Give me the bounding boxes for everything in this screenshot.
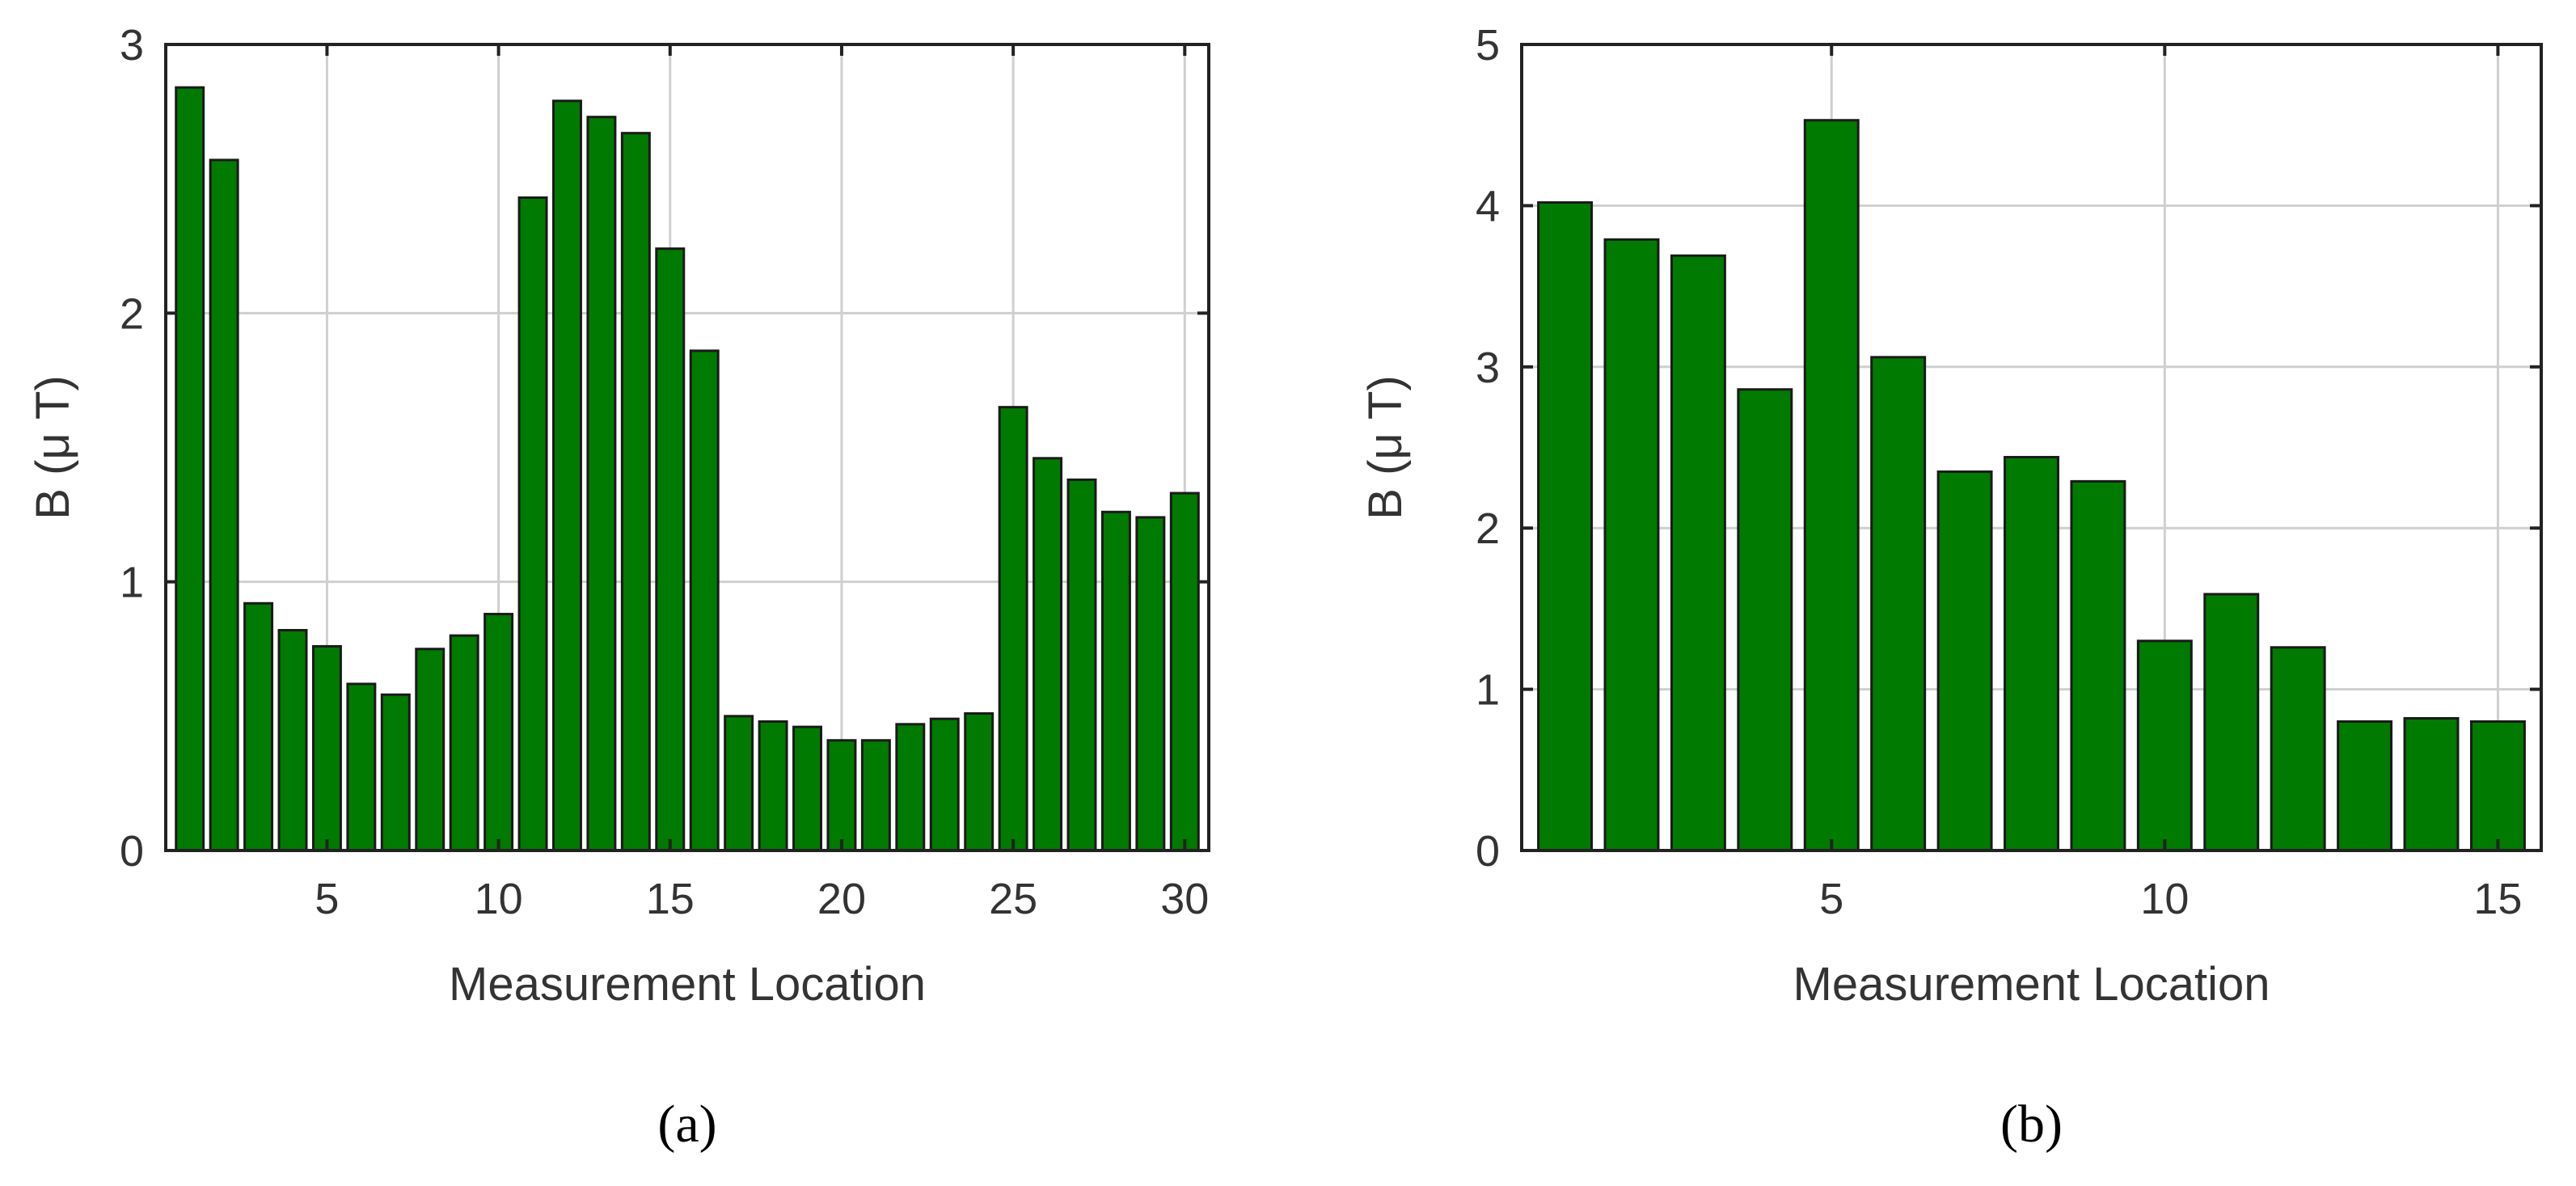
y-tick-label-b-3: 3 [1476,344,1500,392]
bar-a-8 [415,648,446,852]
y-tick-label-b-1: 1 [1476,666,1500,715]
chart-panel-a: 5 10 15 20 25 30 0 1 2 3 Measurement Location B (μ … [27,21,1210,1154]
x-tick-label-a-5: 5 [315,875,339,923]
x-axis-title-a: Measurement Location [449,958,926,1011]
bar-a-3 [243,601,274,852]
y-tick-label-a-3: 3 [120,21,144,70]
bar-a-18 [758,720,788,852]
bar-b-4 [1737,388,1793,852]
panel-label-b: (b) [2000,1095,2063,1154]
y-axis-title-b: B (μ T) [1359,375,1412,519]
bar-a-27 [1066,478,1097,852]
y-tick-label-b-5: 5 [1476,21,1500,70]
bar-b-11 [2203,593,2260,852]
bar-a-12 [552,99,582,852]
x-tick-label-a-10: 10 [475,875,523,923]
panel-label-a: (a) [657,1095,716,1154]
bar-b-12 [2270,646,2326,852]
bar-a-29 [1135,516,1166,852]
y-tick-label-b-0: 0 [1476,827,1500,876]
bar-b-5 [1803,119,1860,852]
bar-b-2 [1603,238,1660,852]
bar-a-25 [998,406,1028,852]
chart-panel-b: 5 10 15 0 1 2 3 4 5 Measurement Location B (μ T) (b… [1359,21,2543,1154]
x-tick-label-a-25: 25 [989,875,1037,923]
bar-a-15 [655,247,686,852]
y-axis-title-a: B (μ T) [27,375,79,519]
bar-b-9 [2070,479,2126,852]
bar-a-10 [484,613,514,852]
bar-a-13 [586,116,617,852]
bar-a-5 [311,644,342,852]
bar-a-2 [209,158,239,852]
axes-frame-a [164,43,1210,852]
y-tick-label-b-4: 4 [1476,182,1500,230]
bar-a-26 [1033,457,1063,852]
x-tick-label-b-10: 10 [2140,875,2189,923]
x-tick-label-a-20: 20 [817,875,866,923]
bar-a-23 [929,717,960,852]
y-tick-label-b-2: 2 [1476,504,1500,553]
bar-a-20 [826,739,857,852]
bar-b-15 [2469,720,2526,852]
x-axis-title-b: Measurement Location [1793,958,2270,1011]
bar-b-1 [1537,200,1594,852]
bar-a-19 [792,725,822,852]
bar-a-16 [689,349,720,852]
bar-a-14 [620,132,651,852]
bar-b-3 [1670,254,1726,852]
bar-a-28 [1100,510,1131,852]
bar-a-1 [175,86,205,852]
bar-b-7 [1936,470,1993,852]
x-tick-label-a-30: 30 [1160,875,1209,923]
bar-a-11 [517,196,548,852]
bar-b-13 [2337,720,2393,852]
bar-a-7 [380,693,411,852]
bar-a-22 [895,723,926,852]
bar-a-30 [1169,492,1200,852]
bar-a-9 [449,634,479,852]
bar-b-14 [2403,716,2460,852]
x-tick-label-b-5: 5 [1819,875,1843,923]
y-tick-label-a-0: 0 [120,827,144,876]
bar-a-24 [964,712,995,852]
bar-a-6 [346,682,377,852]
bar-b-6 [1870,356,1927,852]
y-tick-label-a-2: 2 [120,289,144,338]
y-tick-label-a-1: 1 [120,559,144,607]
bar-b-10 [2136,639,2193,852]
bar-a-17 [724,715,754,852]
bar-a-21 [860,739,891,852]
axes-frame-b [1520,43,2543,852]
bar-b-8 [2004,455,2059,852]
bar-a-4 [277,628,308,852]
x-tick-label-a-15: 15 [646,875,695,923]
x-tick-label-b-15: 15 [2473,875,2522,923]
